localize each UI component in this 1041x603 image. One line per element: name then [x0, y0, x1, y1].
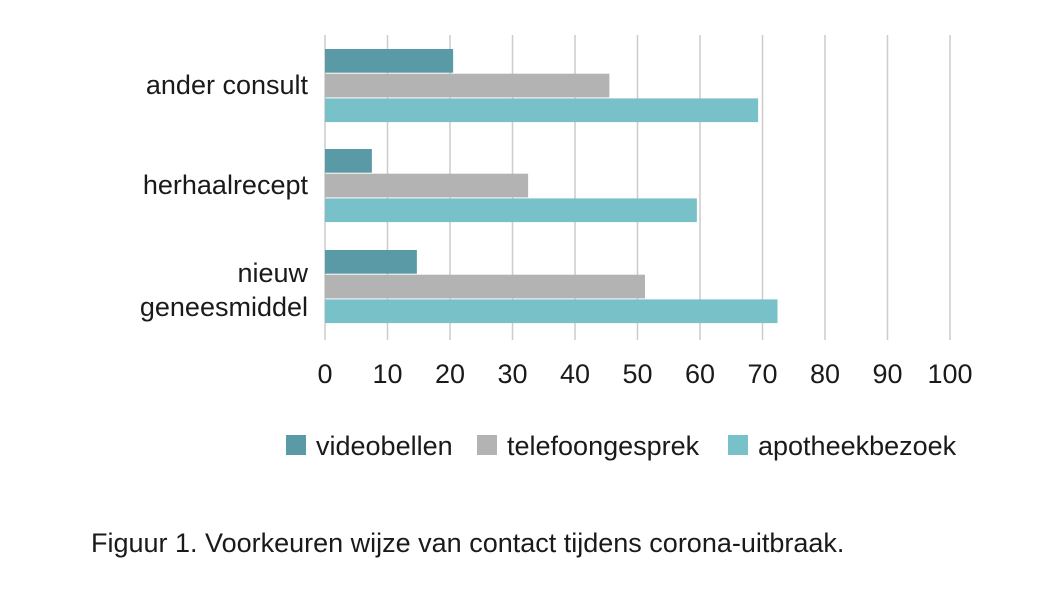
bar-videobellen-0	[325, 49, 454, 73]
x-tick-label: 90	[872, 359, 902, 389]
bar-telefoongesprek-2	[325, 274, 645, 299]
bar-apotheekbezoek-2	[325, 299, 778, 324]
bar-apotheekbezoek-0	[325, 98, 759, 123]
legend-label-apotheekbezoek: apotheekbezoek	[758, 431, 957, 461]
x-tick-label: 20	[435, 359, 465, 389]
x-tick-label: 0	[317, 359, 332, 389]
x-tick-label: 10	[372, 359, 402, 389]
bar-videobellen-1	[325, 149, 372, 173]
x-tick-label: 40	[560, 359, 590, 389]
legend: videobellen telefoongesprek apotheekbezoek	[286, 431, 957, 461]
x-tick-label: 70	[747, 359, 777, 389]
x-tick-labels: 0 10 20 30 40 50 60 70 80 90 100	[317, 359, 972, 389]
x-tick-label: 60	[685, 359, 715, 389]
legend-label-videobellen: videobellen	[316, 431, 453, 461]
category-label: nieuw	[237, 258, 308, 288]
x-tick-label: 100	[927, 359, 972, 389]
bar-apotheekbezoek-1	[325, 198, 697, 223]
category-label: herhaalrecept	[143, 170, 309, 200]
bar-chart: ander consult herhaalrecept nieuw geneesmid…	[140, 35, 973, 461]
category-labels: ander consult herhaalrecept nieuw geneesmid…	[140, 70, 309, 322]
category-label: geneesmiddel	[140, 292, 308, 322]
bars	[325, 49, 778, 324]
legend-swatch-telefoongesprek	[477, 435, 497, 455]
x-tick-label: 50	[622, 359, 652, 389]
bar-telefoongesprek-0	[325, 73, 610, 98]
legend-swatch-videobellen	[286, 435, 306, 455]
x-tick-label: 80	[810, 359, 840, 389]
category-label: ander consult	[146, 70, 309, 100]
bar-videobellen-2	[325, 250, 417, 274]
legend-swatch-apotheekbezoek	[728, 435, 748, 455]
x-tick-label: 30	[497, 359, 527, 389]
legend-label-telefoongesprek: telefoongesprek	[507, 431, 700, 461]
bar-telefoongesprek-1	[325, 173, 529, 198]
figure-caption: Figuur 1. Voorkeuren wijze van contact t…	[91, 528, 845, 558]
